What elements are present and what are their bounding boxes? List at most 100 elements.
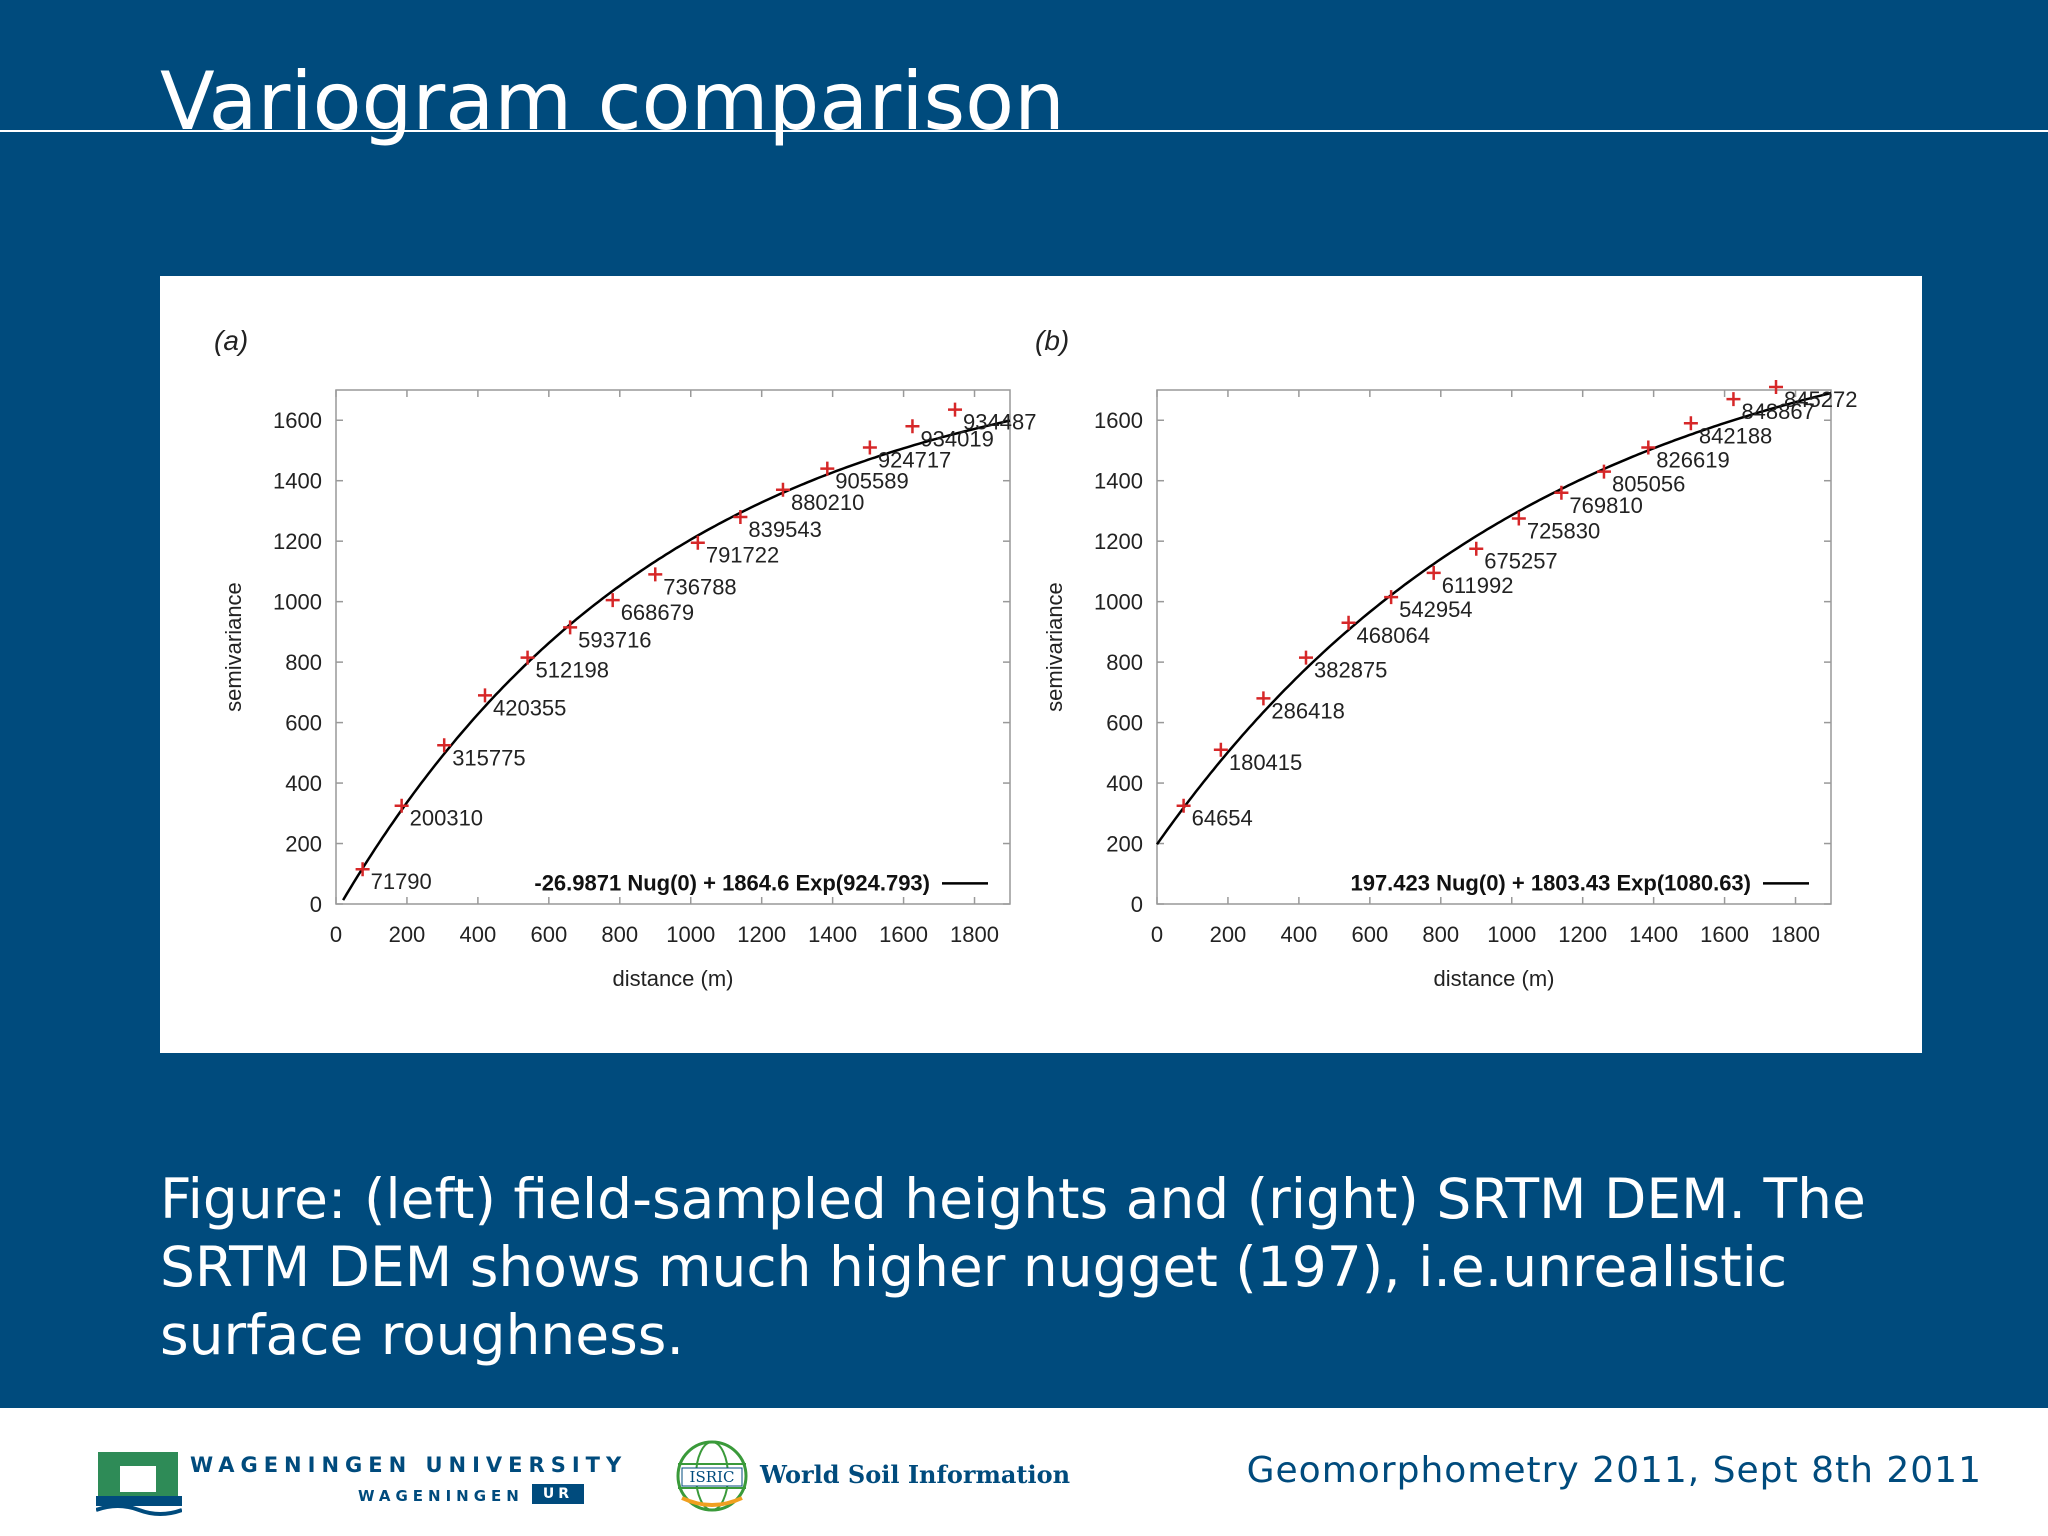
data-point-marker: [862, 440, 877, 455]
x-tick-label: 800: [601, 922, 638, 947]
isric-name: World Soil Information: [760, 1460, 1071, 1489]
data-point-label: 791722: [706, 543, 779, 568]
data-point-marker: [1426, 565, 1441, 580]
x-tick-label: 400: [1281, 922, 1318, 947]
y-tick-label: 0: [1131, 892, 1143, 917]
y-tick-label: 200: [1106, 832, 1143, 857]
data-point-marker: [1726, 392, 1741, 407]
legend-text: 197.423 Nug(0) + 1803.43 Exp(1080.63): [1350, 870, 1751, 895]
data-point-marker: [1469, 541, 1484, 556]
data-point-label: 769810: [1569, 493, 1642, 518]
data-point-marker: [820, 461, 835, 476]
x-tick-label: 1000: [1487, 922, 1536, 947]
data-point-label: 736788: [663, 574, 736, 599]
data-point-marker: [1341, 615, 1356, 630]
data-point-marker: [520, 650, 535, 665]
data-point-label: 315775: [452, 745, 525, 770]
x-tick-label: 1800: [1771, 922, 1820, 947]
model-curve: [342, 419, 1011, 901]
x-tick-label: 600: [530, 922, 567, 947]
x-tick-label: 1600: [1700, 922, 1749, 947]
data-point-label: 468064: [1357, 623, 1430, 648]
y-tick-label: 400: [285, 771, 322, 796]
isric-badge-text: ISRIC: [690, 1468, 735, 1486]
data-point-marker: [1769, 379, 1784, 394]
x-tick-label: 1800: [950, 922, 999, 947]
data-point-label: 842188: [1699, 423, 1772, 448]
conference-label: Geomorphometry 2011, Sept 8th 2011: [1246, 1450, 1982, 1491]
data-point-label: 725830: [1527, 519, 1600, 544]
plot-frame-0: [335, 389, 1011, 905]
data-point-marker: [394, 798, 409, 813]
x-axis-label: distance (m): [1433, 966, 1554, 991]
x-tick-label: 200: [1210, 922, 1247, 947]
y-tick-label: 1600: [1094, 408, 1143, 433]
data-point-label: 593716: [578, 627, 651, 652]
data-point-label: 200310: [410, 806, 483, 831]
y-tick-label: 1400: [1094, 469, 1143, 494]
y-tick-label: 1600: [273, 408, 322, 433]
panel-label: (b): [1035, 325, 1069, 356]
data-point-label: 668679: [621, 600, 694, 625]
data-point-marker: [477, 688, 492, 703]
data-point-label: 826619: [1656, 447, 1729, 472]
x-tick-label: 0: [330, 922, 342, 947]
x-tick-label: 200: [389, 922, 426, 947]
wageningen-logo-icon: [96, 1452, 182, 1516]
y-tick-label: 0: [310, 892, 322, 917]
data-point-marker: [563, 620, 578, 635]
x-tick-label: 1600: [879, 922, 928, 947]
data-point-label: 64654: [1192, 806, 1253, 831]
data-point-label: 805056: [1612, 472, 1685, 497]
data-point-label: 542954: [1399, 597, 1472, 622]
data-point-marker: [690, 535, 705, 550]
data-point-label: 848867: [1741, 399, 1814, 424]
title-rule: [0, 130, 2048, 132]
y-tick-label: 1200: [273, 529, 322, 554]
wur-subname: WAGENINGEN: [358, 1487, 524, 1505]
legend-text: -26.9871 Nug(0) + 1864.6 Exp(924.793): [534, 870, 930, 895]
figure-caption: Figure: (left) field-sampled heights and…: [160, 1167, 1866, 1367]
y-tick-label: 600: [285, 711, 322, 736]
data-point-label: 675257: [1484, 549, 1557, 574]
y-tick-label: 200: [285, 832, 322, 857]
x-tick-label: 400: [460, 922, 497, 947]
data-point-marker: [437, 738, 452, 753]
data-point-marker: [1176, 798, 1191, 813]
data-point-label: 924717: [878, 447, 951, 472]
footer: WAGENINGEN UNIVERSITY WAGENINGEN UR ISRI…: [0, 1408, 2048, 1536]
data-point-marker: [1641, 440, 1656, 455]
y-tick-label: 400: [1106, 771, 1143, 796]
x-tick-label: 600: [1351, 922, 1388, 947]
y-axis-label: semivariance: [221, 582, 246, 712]
x-tick-label: 1200: [737, 922, 786, 947]
x-tick-label: 0: [1151, 922, 1163, 947]
x-tick-label: 800: [1422, 922, 1459, 947]
model-curve: [1155, 391, 1832, 846]
data-point-marker: [605, 593, 620, 608]
x-tick-label: 1200: [1558, 922, 1607, 947]
data-point-label: 880210: [791, 490, 864, 515]
slide-title: Variogram comparison: [160, 55, 1065, 148]
data-point-marker: [1384, 590, 1399, 605]
data-point-label: 382875: [1314, 658, 1387, 683]
y-tick-label: 800: [1106, 650, 1143, 675]
plot-frame-1: [1156, 389, 1832, 905]
x-tick-label: 1000: [666, 922, 715, 947]
data-point-marker: [355, 862, 370, 877]
data-point-marker: [1298, 650, 1313, 665]
wur-name: WAGENINGEN UNIVERSITY: [190, 1453, 628, 1477]
data-point-label: 180415: [1229, 750, 1302, 775]
x-axis-label: distance (m): [612, 966, 733, 991]
data-point-label: 512198: [536, 658, 609, 683]
x-tick-label: 1400: [1629, 922, 1678, 947]
data-point-label: 611992: [1442, 573, 1514, 598]
panel-label: (a): [214, 325, 248, 356]
data-point-label: 845272: [1784, 387, 1857, 412]
wur-ur-badge: UR: [532, 1484, 584, 1504]
data-point-label: 286418: [1271, 698, 1344, 723]
data-point-marker: [648, 567, 663, 582]
data-point-marker: [1554, 485, 1569, 500]
data-point-label: 934487: [963, 410, 1036, 435]
data-point-marker: [1256, 691, 1271, 706]
